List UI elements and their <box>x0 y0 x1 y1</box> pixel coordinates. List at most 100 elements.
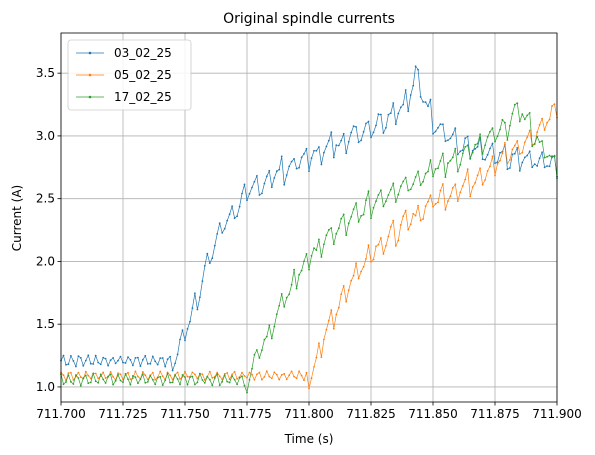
data-point <box>285 378 288 381</box>
legend-swatch-marker <box>88 51 92 55</box>
data-point <box>399 224 402 226</box>
data-point <box>481 158 484 161</box>
data-point <box>169 355 172 358</box>
data-point <box>278 168 281 171</box>
data-point <box>516 102 519 104</box>
data-point <box>521 151 524 154</box>
data-point <box>283 306 286 308</box>
data-point <box>399 185 402 188</box>
data-point <box>504 142 506 144</box>
data-point <box>191 375 194 378</box>
data-point <box>404 89 407 91</box>
data-point <box>474 147 477 150</box>
legend-entry[interactable]: 05_02_25 <box>76 68 172 82</box>
data-point <box>273 177 276 179</box>
data-point <box>516 140 519 142</box>
data-point <box>506 162 509 165</box>
data-point <box>246 199 248 202</box>
data-point <box>94 372 97 375</box>
data-point <box>447 162 449 165</box>
legend-entry[interactable]: 17_02_25 <box>76 90 172 104</box>
data-point <box>211 257 214 260</box>
data-point <box>419 184 422 187</box>
data-point <box>427 200 429 203</box>
data-point <box>179 378 181 380</box>
data-point <box>320 256 323 258</box>
data-point <box>203 265 206 267</box>
data-point <box>412 84 415 87</box>
data-point <box>429 194 432 197</box>
data-point <box>236 378 239 380</box>
data-point <box>372 131 375 134</box>
data-point <box>104 357 107 360</box>
data-point <box>551 156 553 159</box>
legend[interactable]: 03_02_25 05_02_25 17_02_25 <box>67 39 192 111</box>
data-point <box>203 379 206 381</box>
data-point <box>509 124 511 127</box>
data-point <box>375 200 377 203</box>
data-point <box>310 377 313 380</box>
data-point <box>444 140 447 143</box>
data-point <box>528 129 531 132</box>
data-point <box>313 149 315 152</box>
data-point <box>318 238 320 241</box>
data-point <box>218 375 221 378</box>
data-point <box>176 378 179 380</box>
data-point <box>360 215 362 217</box>
data-point <box>506 168 509 171</box>
y-axis: 1.0 1.5 2.0 2.5 3.0 3.5 <box>36 66 61 394</box>
data-point <box>494 174 496 177</box>
data-point <box>538 157 541 160</box>
data-point <box>300 269 303 272</box>
data-point <box>551 155 553 158</box>
data-point <box>308 268 310 271</box>
data-point <box>523 156 526 159</box>
data-point <box>159 375 162 378</box>
data-point <box>223 227 226 230</box>
data-point <box>553 154 556 157</box>
data-point <box>501 118 504 121</box>
data-point <box>169 374 172 377</box>
data-point <box>243 384 246 387</box>
data-point <box>92 363 95 365</box>
data-point <box>65 381 67 383</box>
x-tick-label: 711.850 <box>408 407 458 421</box>
data-point <box>357 221 360 223</box>
data-point <box>290 160 293 163</box>
data-point <box>97 381 100 384</box>
x-axis: 711.700 711.725 711.750 711.775 711.800 711.8… <box>36 402 582 421</box>
data-point <box>84 370 87 373</box>
data-point <box>196 377 199 380</box>
data-point <box>137 375 139 378</box>
data-point <box>439 189 442 192</box>
data-point <box>352 125 355 128</box>
data-point <box>70 380 72 383</box>
data-point <box>387 235 390 238</box>
data-point <box>305 147 308 150</box>
data-point <box>263 338 266 341</box>
data-point <box>434 168 437 170</box>
y-tick-label: 3.5 <box>36 66 55 80</box>
data-point <box>62 354 65 357</box>
data-point <box>166 358 169 361</box>
data-point <box>112 383 114 386</box>
data-point <box>407 110 410 113</box>
legend-entry[interactable]: 03_02_25 <box>76 46 172 60</box>
data-point <box>546 165 548 167</box>
data-point <box>370 260 372 263</box>
data-point <box>501 152 504 155</box>
data-point <box>506 139 509 141</box>
data-point <box>72 383 75 385</box>
data-point <box>246 376 248 379</box>
data-point <box>109 359 112 361</box>
data-point <box>352 208 355 211</box>
data-point <box>476 145 479 148</box>
data-point <box>511 148 514 151</box>
data-point <box>228 213 231 216</box>
data-point <box>268 324 271 327</box>
data-point <box>201 379 204 381</box>
data-point <box>355 126 357 128</box>
data-point <box>347 289 350 291</box>
data-point <box>82 377 85 380</box>
x-axis-label: Time (s) <box>284 432 334 446</box>
